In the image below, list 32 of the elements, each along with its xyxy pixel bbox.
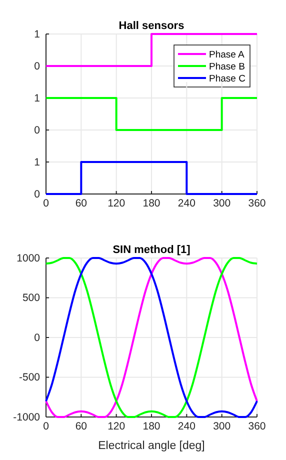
legend-label: Phase A [209,50,246,60]
y-tick-label: 0 [34,332,40,344]
x-axis-title: Electrical angle [deg] [98,440,205,452]
x-tick-label: 120 [108,420,126,432]
y-tick-label: 500 [22,292,40,304]
y-tick-label: -1000 [13,411,40,424]
chart-title: SIN method [1] [112,244,191,256]
chart-title: Hall sensors [118,20,184,32]
x-tick-label: 60 [75,420,88,432]
x-tick-label: 120 [108,197,126,210]
y-tick-label: -500 [18,372,40,384]
y-tick-label: 1 [34,28,40,40]
x-tick-label: 360 [248,197,266,210]
x-tick-label: 240 [178,420,196,432]
x-tick-label: 300 [213,197,231,210]
x-tick-label: 240 [178,197,196,210]
y-tick-label: 1 [34,92,40,104]
y-tick-label: 1000 [16,252,40,264]
line-series [45,257,258,418]
x-tick-label: 0 [43,420,50,432]
text: Phase B [209,62,245,72]
x-tick-label: 360 [248,420,266,432]
y-tick-label: 0 [34,124,40,136]
text: Phase C [209,74,246,84]
y-tick-label: 0 [34,60,40,72]
y-tick-label: 0 [34,188,40,200]
x-tick-label: 300 [213,420,231,432]
x-tick-label: 180 [142,197,160,210]
x-tick-label: 60 [75,197,88,210]
x-tick-label: 0 [43,197,50,210]
x-tick-label: 180 [142,420,160,432]
y-tick-label: 1 [34,156,40,168]
